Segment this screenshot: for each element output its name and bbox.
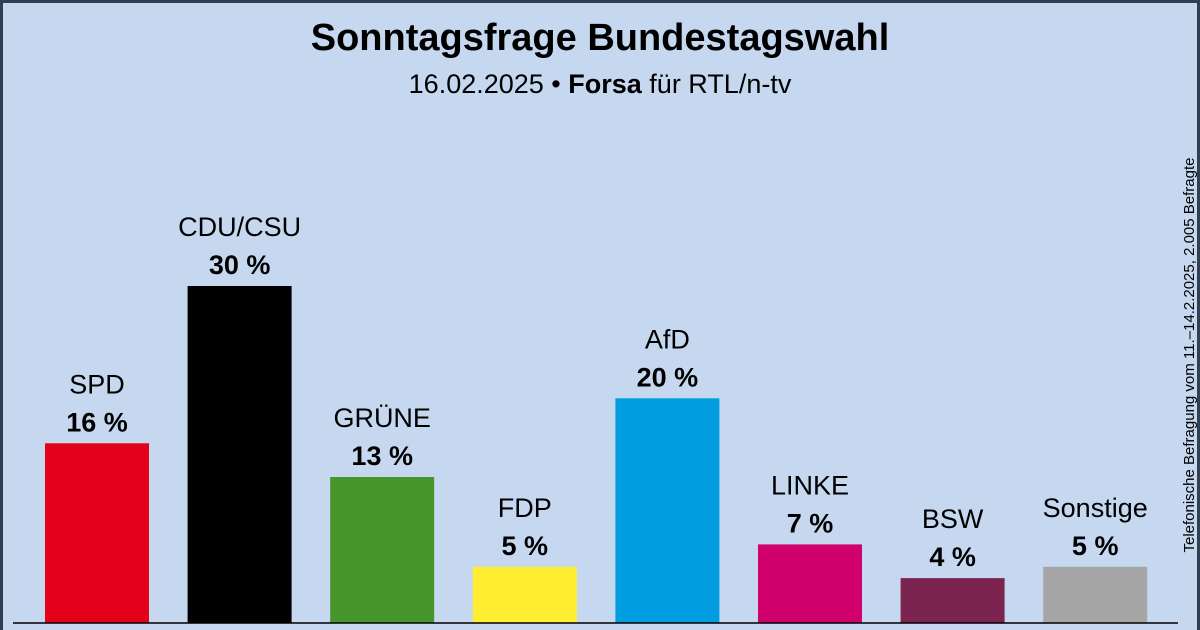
- value-label-bsw: 4 %: [929, 542, 976, 572]
- value-label-afd: 20 %: [637, 362, 699, 392]
- value-label-gr-ne: 13 %: [351, 441, 413, 471]
- value-label-linke: 7 %: [787, 508, 834, 538]
- party-label-gr-ne: GRÜNE: [333, 403, 431, 433]
- subtitle-separator: •: [543, 69, 569, 99]
- value-label-cdu-csu: 30 %: [209, 250, 271, 280]
- bar-chart: 16 % SPD 30 % CDU/CSU 13 % GRÜNE 5 % FDP 20 % AfD…: [13, 212, 1178, 624]
- party-label-fdp: FDP: [498, 493, 552, 523]
- bars-group: [45, 286, 1148, 623]
- chart-title: Sonntagsfrage Bundestagswahl: [310, 17, 890, 59]
- bar-sonstige: [1043, 566, 1148, 623]
- subtitle-client: für RTL/n-tv: [641, 69, 792, 99]
- bar-gr-ne: [330, 477, 435, 623]
- subtitle-institute: Forsa: [568, 69, 642, 99]
- survey-note: Telefonische Befragung vom 11.–14.2.2025…: [1181, 157, 1198, 553]
- party-label-sonstige: Sonstige: [1043, 493, 1148, 523]
- party-label-linke: LINKE: [771, 470, 849, 500]
- labels-group: 16 % SPD 30 % CDU/CSU 13 % GRÜNE 5 % FDP 20 % AfD…: [66, 212, 1148, 572]
- party-label-cdu-csu: CDU/CSU: [178, 212, 301, 242]
- bar-fdp: [472, 566, 577, 623]
- bar-afd: [615, 398, 720, 623]
- party-label-afd: AfD: [645, 324, 690, 354]
- subtitle-date: 16.02.2025: [408, 69, 544, 99]
- party-label-spd: SPD: [69, 369, 125, 399]
- value-label-fdp: 5 %: [502, 531, 549, 561]
- bar-spd: [45, 443, 149, 623]
- bar-linke: [758, 544, 862, 623]
- chart-subtitle: 16.02.2025 • Forsa für RTL/n-tv: [3, 69, 1197, 100]
- value-label-spd: 16 %: [66, 407, 128, 437]
- party-label-bsw: BSW: [922, 504, 984, 534]
- bar-bsw: [900, 578, 1005, 623]
- bar-cdu-csu: [187, 286, 292, 623]
- value-label-sonstige: 5 %: [1072, 531, 1119, 561]
